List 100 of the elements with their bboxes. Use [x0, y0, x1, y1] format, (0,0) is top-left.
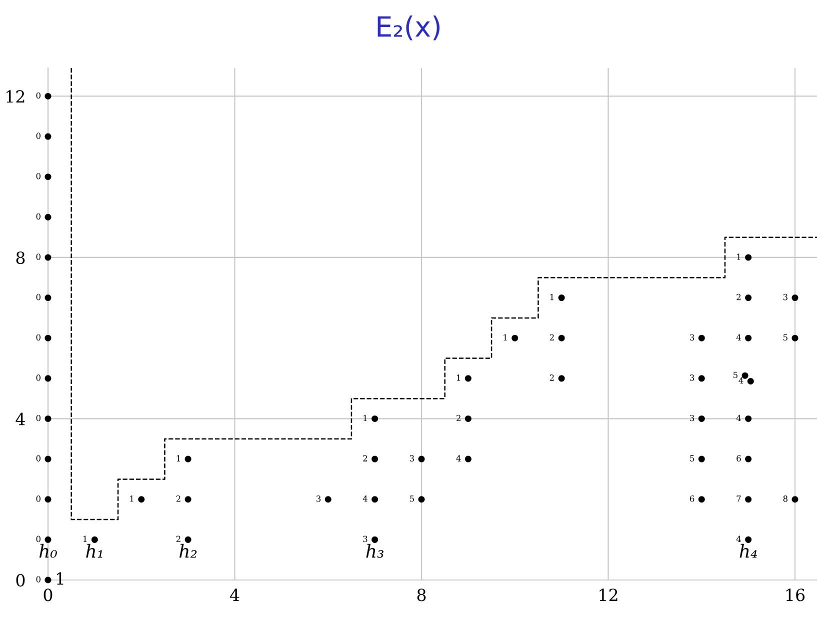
point — [418, 496, 425, 503]
point — [44, 294, 52, 302]
annotation: 0 — [36, 374, 40, 381]
annotation: 3 — [410, 455, 414, 462]
point — [792, 334, 798, 342]
annotation: 0 — [36, 334, 40, 341]
point — [44, 576, 52, 584]
point — [558, 334, 565, 342]
point — [464, 456, 472, 462]
x-tick-label: 16 — [786, 588, 805, 602]
point — [44, 254, 52, 261]
annotation: 0 — [36, 213, 40, 220]
annotation: 2 — [176, 495, 180, 502]
x-tick-label: 4 — [230, 588, 240, 601]
y-tick-label: 8 — [16, 251, 25, 264]
point — [91, 536, 98, 543]
point — [558, 294, 565, 302]
point — [698, 375, 705, 382]
annotation: h₃ — [366, 544, 384, 558]
point — [745, 294, 752, 302]
annotation: 7 — [736, 496, 741, 502]
line-series — [70, 67, 817, 520]
point — [792, 294, 798, 302]
x-tick-label: 8 — [417, 588, 426, 602]
x-tick-label: 12 — [600, 588, 618, 601]
point — [184, 456, 192, 462]
point — [698, 456, 705, 462]
point — [44, 536, 52, 543]
point — [792, 496, 798, 503]
point — [698, 496, 705, 503]
point — [558, 375, 565, 382]
chart-title: E₂(x) — [378, 16, 440, 40]
annotation: 3 — [783, 294, 788, 300]
annotation: 1 — [83, 536, 87, 542]
annotation: 4 — [362, 495, 368, 502]
annotation: 6 — [690, 495, 694, 502]
point — [745, 536, 752, 543]
annotation: 2 — [176, 536, 180, 542]
annotation: 3 — [690, 334, 694, 341]
annotation: 0 — [36, 414, 40, 422]
annotation: 1 — [550, 294, 554, 300]
annotation: 3 — [316, 495, 321, 502]
annotation: 1 — [130, 495, 134, 502]
annotation: 2 — [456, 414, 460, 422]
y-tick-label: 12 — [6, 90, 24, 103]
point — [698, 334, 705, 342]
annotation: 2 — [550, 334, 554, 340]
annotation: 1 — [456, 374, 460, 381]
annotation: 4 — [736, 536, 741, 542]
point — [138, 496, 145, 503]
annotation: 3 — [690, 374, 694, 381]
annotation: 0 — [36, 254, 40, 260]
annotation: 2 — [736, 294, 741, 300]
point — [745, 496, 752, 503]
point — [372, 536, 378, 543]
y-tick-label: 0 — [16, 574, 25, 587]
annotation: 1 — [737, 254, 740, 260]
point — [44, 334, 52, 342]
annotation: 4 — [738, 377, 744, 384]
point — [44, 415, 52, 422]
annotation: 4 — [736, 334, 741, 340]
point — [512, 334, 518, 342]
annotation: 4 — [736, 414, 741, 422]
annotation: 0 — [36, 294, 40, 300]
point — [745, 456, 752, 462]
point — [44, 456, 52, 462]
point — [44, 496, 52, 503]
point — [372, 496, 378, 503]
annotation: 0 — [36, 132, 40, 139]
point — [464, 375, 472, 382]
point — [44, 133, 52, 140]
annotation: 0 — [36, 536, 40, 542]
annotation: 0 — [36, 455, 40, 462]
annotation: 0 — [36, 495, 40, 502]
point — [184, 496, 192, 503]
point — [44, 92, 52, 100]
point — [184, 536, 192, 543]
annotation: 3 — [690, 414, 694, 422]
annotation: 8 — [783, 495, 788, 502]
point — [44, 375, 52, 382]
point — [44, 214, 52, 220]
annotation: 5 — [783, 334, 788, 341]
annotation: h₁ — [86, 544, 102, 558]
point — [745, 334, 752, 342]
annotation: h₄ — [740, 544, 757, 558]
annotation: h₂ — [180, 544, 197, 558]
annotation: 1 — [504, 334, 507, 340]
point — [747, 378, 754, 385]
annotation: 5 — [734, 372, 738, 378]
point — [745, 415, 752, 422]
annotation: 2 — [363, 455, 368, 462]
annotation: h₀ — [39, 544, 57, 558]
annotation: 1 — [56, 572, 64, 585]
annotation: 3 — [363, 536, 368, 542]
annotation: 5 — [410, 496, 414, 502]
point — [745, 254, 752, 261]
annotation: 4 — [456, 455, 461, 462]
point — [698, 415, 705, 422]
y-tick-label: 4 — [16, 412, 25, 426]
point — [324, 496, 332, 503]
